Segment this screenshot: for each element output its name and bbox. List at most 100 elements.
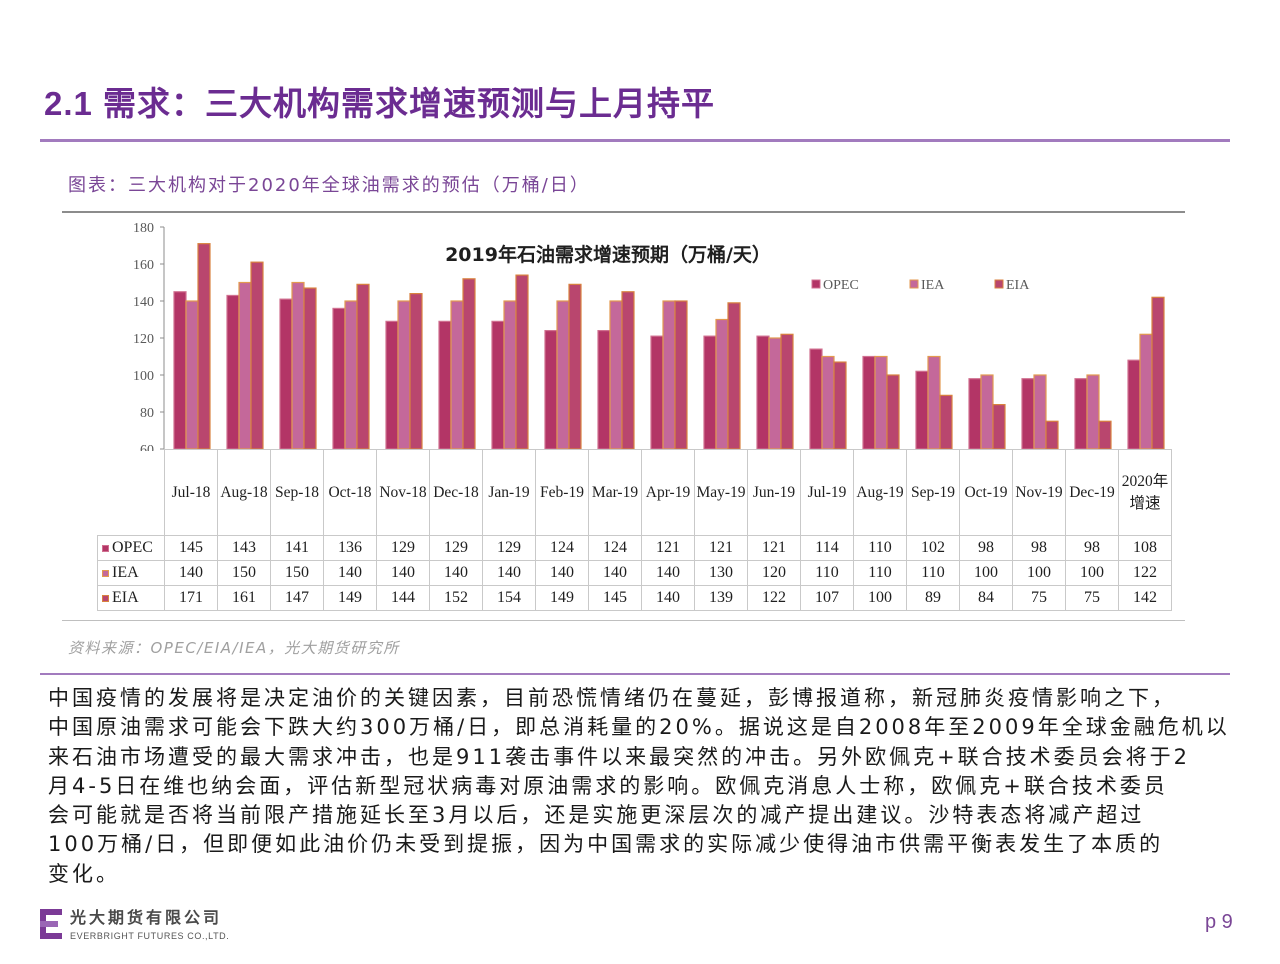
bar-iea-mar-19 [609, 300, 623, 450]
body-line: 会可能就是否将当前限产措施延长至3月以后，还是实施更深层次的减产提出建议。沙特表… [48, 803, 1145, 828]
bar-eia-aug-19 [886, 374, 900, 450]
bar-opec-jan-19 [491, 320, 505, 450]
cell-eia-may-19: 139 [694, 585, 748, 611]
bar-eia-jun-19 [780, 333, 794, 450]
cell-eia-dec-18: 152 [429, 585, 483, 611]
row-label-text: EIA [112, 589, 139, 606]
legend-iea-label: IEA [921, 278, 945, 293]
chart-title: 2019年石油需求增速预期（万桶/天） [445, 243, 771, 266]
bar-eia-may-19 [727, 302, 741, 450]
cell-iea-2020: 122 [1118, 560, 1172, 586]
bar-iea-may-19 [715, 318, 729, 450]
cell-eia-mar-19: 145 [588, 585, 642, 611]
bar-iea-jul-19 [821, 355, 835, 450]
cell-iea-oct-19: 100 [959, 560, 1013, 586]
cell-iea-feb-19: 140 [535, 560, 589, 586]
bar-iea-nov-18 [397, 300, 411, 450]
cell-eia-aug-18: 161 [217, 585, 271, 611]
cell-opec-oct-19: 98 [959, 535, 1013, 561]
body-paragraph: 中国疫情的发展将是决定油价的关键因素，目前恐慌情绪仍在蔓延，彭博报道称，新冠肺炎… [48, 684, 1248, 889]
bar-eia-jul-18 [197, 243, 211, 450]
bar-opec-dec-18 [438, 320, 452, 450]
cell-opec-nov-18: 129 [376, 535, 430, 561]
table-header-nov-19: Nov-19 [1012, 449, 1066, 536]
caption-divider [62, 211, 1185, 213]
bar-eia-apr-19 [674, 300, 688, 450]
cell-iea-sep-18: 150 [270, 560, 324, 586]
body-line: 100万桶/日，但即便如此油价仍未受到提振，因为中国需求的实际减少使得油市供需平… [48, 832, 1164, 857]
cell-opec-jul-19: 114 [800, 535, 854, 561]
legend-opec-marker-icon [811, 279, 821, 289]
row-label-text: OPEC [112, 539, 153, 556]
bar-eia-oct-18 [356, 283, 370, 450]
bar-opec-aug-19 [862, 355, 876, 450]
legend-eia-label: EIA [1006, 278, 1030, 293]
cell-eia-jul-19: 107 [800, 585, 854, 611]
table-header-jun-19: Jun-19 [747, 449, 801, 536]
cell-eia-apr-19: 140 [641, 585, 695, 611]
bar-iea-jun-19 [768, 337, 782, 450]
cell-iea-oct-18: 140 [323, 560, 377, 586]
everbright-logo-icon [40, 909, 62, 939]
bar-iea-oct-18 [344, 300, 358, 450]
cell-opec-aug-19: 110 [853, 535, 907, 561]
table-header-dec-18: Dec-18 [429, 449, 483, 536]
body-line: 来石油市场遭受的最大需求冲击，也是911袭击事件以来最突然的冲击。另外欧佩克+联… [48, 744, 1191, 769]
bar-opec-sep-19 [915, 370, 929, 450]
cell-opec-sep-19: 102 [906, 535, 960, 561]
cell-iea-apr-19: 140 [641, 560, 695, 586]
body-line: 月4-5日在维也纳会面，评估新型冠状病毒对原油需求的影响。欧佩克消息人士称，欧佩… [48, 773, 1168, 798]
bar-opec-jun-19 [756, 335, 770, 450]
bar-eia-sep-19 [939, 394, 953, 450]
bar-iea-jul-18 [185, 300, 199, 450]
cell-eia-2020: 142 [1118, 585, 1172, 611]
table-header-aug-18: Aug-18 [217, 449, 271, 536]
bar-eia-feb-19 [568, 283, 582, 450]
y-tick-label: 160 [133, 258, 154, 273]
figure-caption: 图表：三大机构对于2020年全球油需求的预估（万桶/日） [68, 175, 590, 196]
bar-opec-jul-19 [809, 348, 823, 450]
table-header-may-19: May-19 [694, 449, 748, 536]
bar-opec-nov-19 [1021, 378, 1035, 450]
y-tick-label: 140 [133, 295, 154, 310]
bar-iea-aug-19 [874, 355, 888, 450]
table-header-jul-18: Jul-18 [164, 449, 218, 536]
table-header-aug-19: Aug-19 [853, 449, 907, 536]
row-label-iea: IEA [97, 560, 165, 586]
bar-eia-mar-19 [621, 291, 635, 450]
y-tick-label: 120 [133, 332, 154, 347]
table-header-row: Jul-18 Aug-18 Sep-18 Oct-18 Nov-18 Dec-18 Jan-… [97, 449, 1172, 536]
bar-eia-nov-19 [1045, 420, 1059, 450]
page-number: p 9 [1205, 911, 1233, 933]
table-header-feb-19: Feb-19 [535, 449, 589, 536]
cell-iea-jun-19: 120 [747, 560, 801, 586]
bar-iea-oct-19 [980, 374, 994, 450]
cell-opec-sep-18: 141 [270, 535, 324, 561]
cell-opec-jul-18: 145 [164, 535, 218, 561]
cell-iea-nov-19: 100 [1012, 560, 1066, 586]
cell-iea-jul-18: 140 [164, 560, 218, 586]
bar-eia-sep-18 [303, 287, 317, 450]
bar-eia-jan-19 [515, 274, 529, 450]
cell-opec-mar-19: 124 [588, 535, 642, 561]
cell-opec-jan-19: 129 [482, 535, 536, 561]
cell-iea-aug-18: 150 [217, 560, 271, 586]
cell-eia-oct-18: 149 [323, 585, 377, 611]
bar-opec-dec-19 [1074, 378, 1088, 450]
bar-iea-aug-18 [238, 281, 252, 450]
cell-eia-nov-19: 75 [1012, 585, 1066, 611]
bar-iea-dec-18 [450, 300, 464, 450]
bar-opec-may-19 [703, 335, 717, 450]
cell-iea-sep-19: 110 [906, 560, 960, 586]
y-tick-label: 60 [140, 443, 154, 451]
table-row-opec: OPEC 145 143 141 136 129 129 129 124 124 121 121 121… [97, 535, 1172, 561]
bar-opec-aug-18 [226, 294, 240, 450]
row-label-eia: EIA [97, 585, 165, 611]
bar-opec-apr-19 [650, 335, 664, 450]
cell-eia-sep-19: 89 [906, 585, 960, 611]
row-label-opec: OPEC [97, 535, 165, 561]
page-title: 2.1 需求：三大机构需求增速预测与上月持平 [44, 85, 716, 122]
source-note: 资料来源：OPEC/EIA/IEA，光大期货研究所 [68, 639, 400, 657]
y-tick-label: 100 [133, 369, 154, 384]
cell-eia-feb-19: 149 [535, 585, 589, 611]
